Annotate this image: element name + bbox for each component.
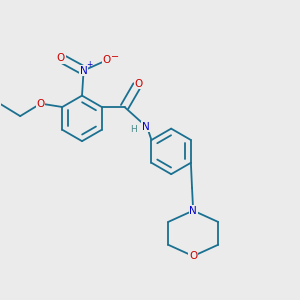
Text: O: O xyxy=(134,79,143,89)
Text: +: + xyxy=(86,60,92,69)
Text: N: N xyxy=(80,66,88,76)
Text: H: H xyxy=(130,124,137,134)
Text: O: O xyxy=(57,53,65,63)
Text: −: − xyxy=(111,52,119,62)
Text: N: N xyxy=(142,122,150,132)
Text: N: N xyxy=(189,206,197,216)
Text: O: O xyxy=(189,251,197,261)
Text: O: O xyxy=(37,99,45,109)
Text: O: O xyxy=(102,55,110,65)
